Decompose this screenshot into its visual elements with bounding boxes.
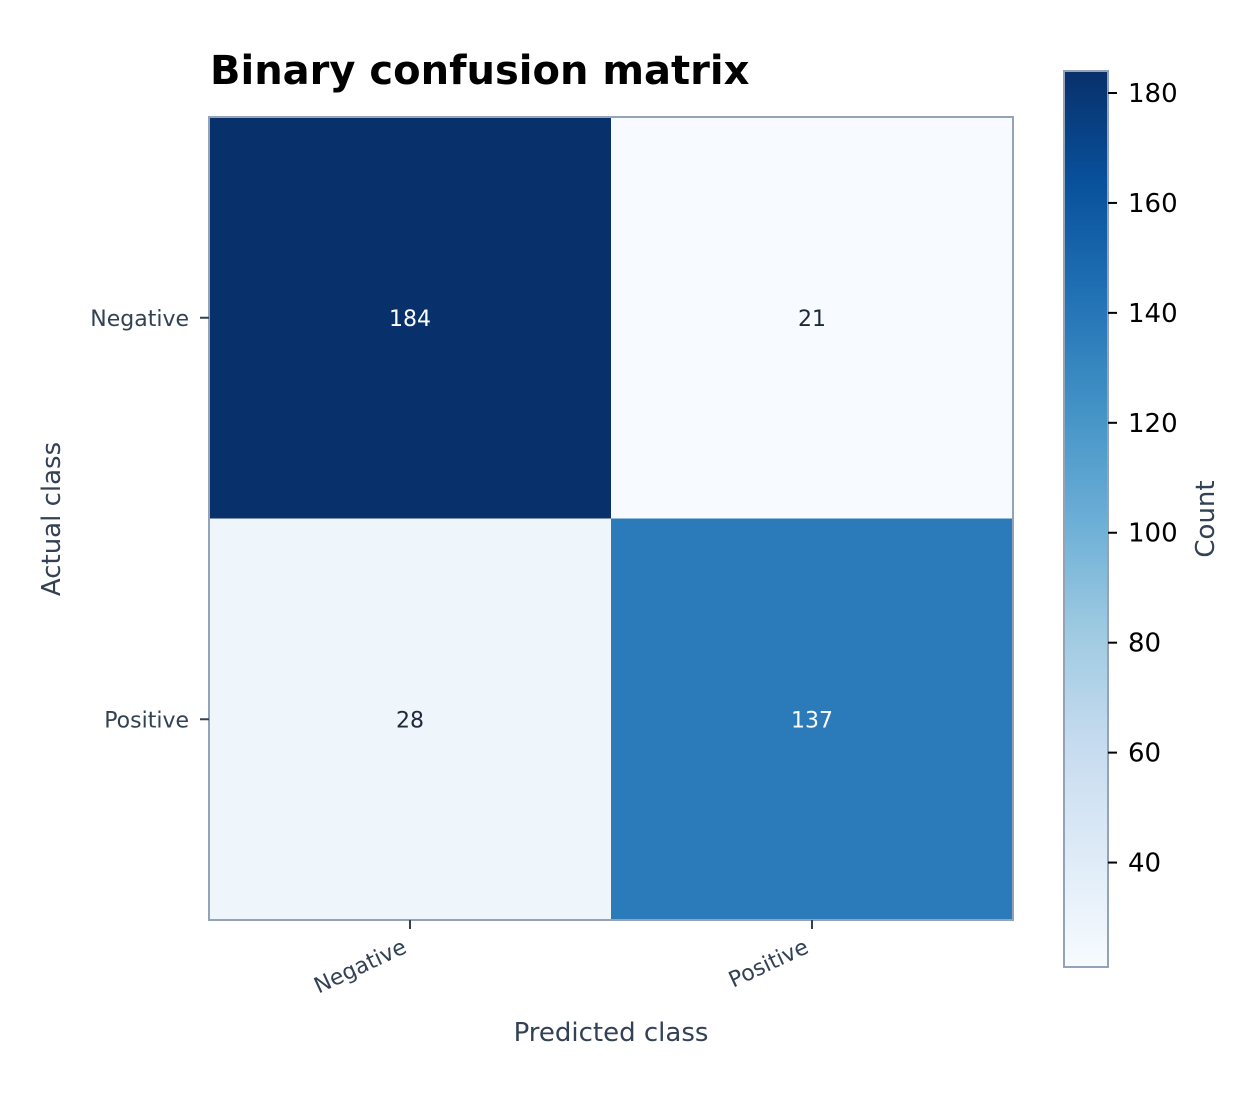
cell-value-label: 137 [791,708,833,733]
colorbar-tick-label: 120 [1128,409,1178,439]
colorbar-tick-label: 100 [1128,519,1178,549]
colorbar-tick-label: 160 [1128,189,1178,219]
colorbar [1063,70,1109,968]
chart-title: Binary confusion matrix [210,48,750,94]
cell-value-label: 184 [389,307,431,332]
colorbar-label: Count [1191,480,1221,557]
colorbar-tick-label: 40 [1128,849,1161,879]
x-tick-label: Negative [310,935,410,999]
cell-value-label: 21 [798,307,826,332]
x-axis-ticks: Negative Positive [310,920,813,999]
colorbar-tick-label: 80 [1128,629,1161,659]
cell-value-label: 28 [396,708,424,733]
heatmap-cell [209,518,612,921]
colorbar-tick-label: 140 [1128,299,1178,329]
x-tick-label: Positive [725,935,812,994]
y-axis-label: Actual class [37,442,67,596]
heatmap-cells [209,117,1014,921]
y-tick-label: Negative [90,307,189,332]
plot-frame [208,116,1014,921]
colorbar-ticks: 40 60 80 100 120 140 160 180 [1108,79,1178,879]
heatmap-cell [611,518,1014,921]
heatmap-cell [611,117,1014,519]
heatmap-cell-labels: 184 21 28 137 [389,307,833,734]
colorbar-tick-label: 60 [1128,739,1161,769]
y-axis-ticks: Negative Positive [90,307,209,733]
x-axis-label: Predicted class [514,1018,709,1048]
colorbar-tick-label: 180 [1128,79,1178,109]
y-tick-label: Positive [104,708,189,733]
heatmap-cell [209,117,612,519]
